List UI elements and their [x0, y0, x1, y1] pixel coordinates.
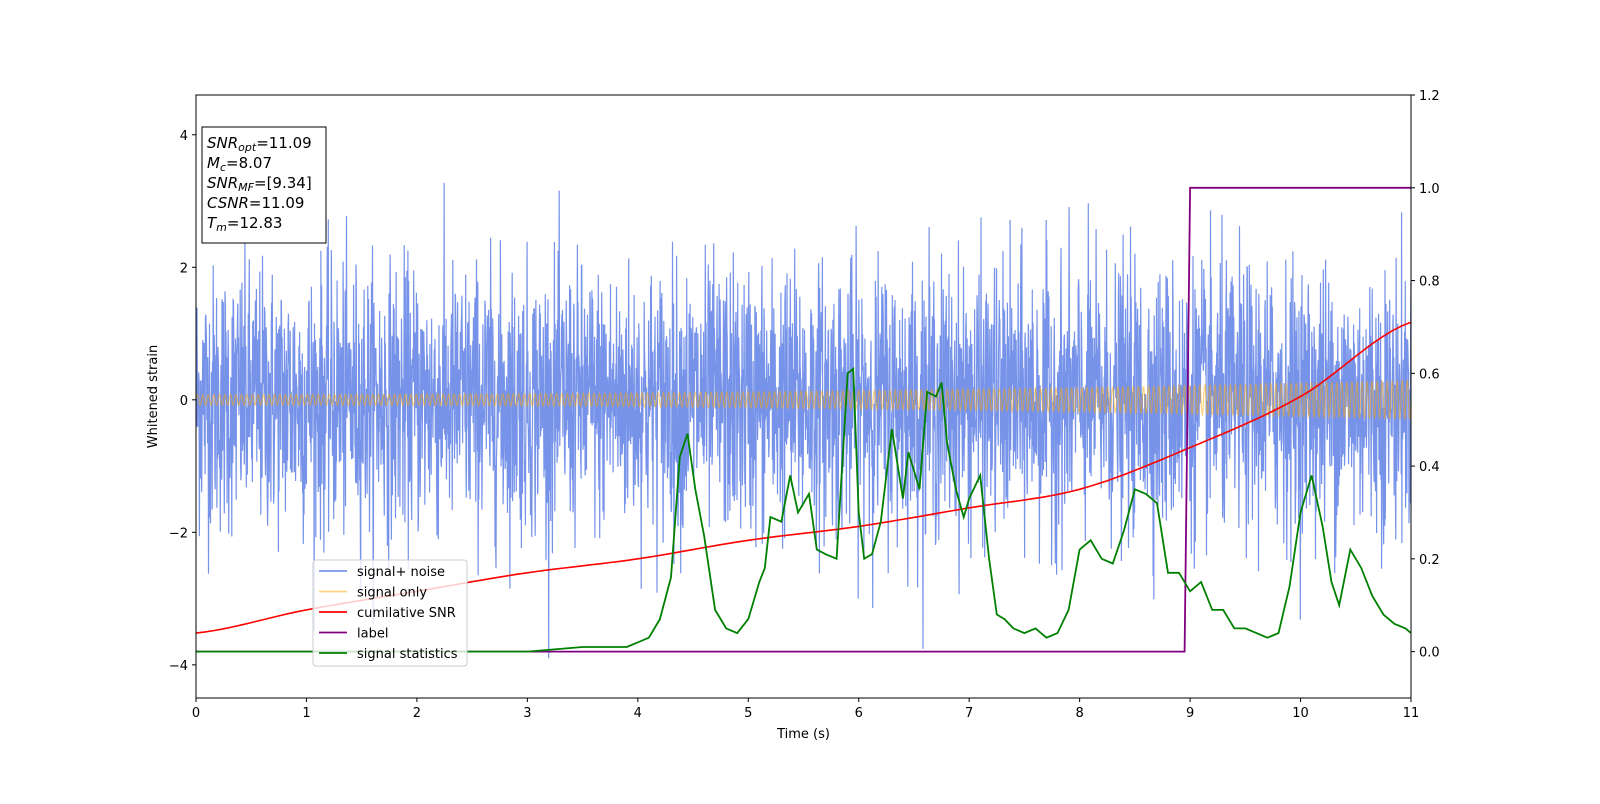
- y-left-tick-label: −2: [169, 526, 188, 541]
- x-tick-label: 0: [192, 706, 200, 721]
- plot-frame: [195, 94, 1412, 699]
- y-right-tick-label: 0.8: [1419, 275, 1440, 290]
- info-line: SNRMF=[9.34]: [207, 174, 312, 194]
- y-axis-title: Whitened strain: [146, 345, 161, 448]
- axes-ticks: 0 1 2 3 4 5 6 7 8 9 10 11 4 2 0 −2 −4 1.2 1.0 0.8 0.6 0.4 0.2 0…: [169, 89, 1440, 721]
- x-tick-label: 10: [1292, 706, 1309, 721]
- info-line: Mc=8.07: [207, 154, 272, 174]
- legend-label: label: [357, 627, 388, 642]
- signal-noise-line: [195, 182, 1412, 659]
- legend-label: cumilative SNR: [357, 606, 456, 621]
- x-tick-label: 5: [744, 706, 752, 721]
- x-tick-label: 4: [634, 706, 642, 721]
- info-line: SNRopt=11.09: [207, 134, 312, 154]
- y-left-tick-label: 2: [180, 261, 188, 276]
- info-box-frame: [201, 126, 327, 244]
- x-tick-label: 8: [1075, 706, 1083, 721]
- legend-label: signal only: [357, 586, 427, 601]
- signal-statistics-line: [196, 366, 1412, 653]
- y-right-tick-label: 0.6: [1419, 367, 1440, 382]
- y-right-tick-label: 1.2: [1419, 89, 1440, 104]
- y-right-tick-label: 1.0: [1419, 182, 1440, 197]
- x-tick-label: 1: [302, 706, 310, 721]
- legend-label: signal statistics: [357, 647, 458, 662]
- series-signal-noise: [195, 182, 1412, 659]
- x-tick-label: 3: [523, 706, 531, 721]
- series-signal-statistics: [196, 366, 1412, 653]
- legend-label: signal+ noise: [357, 565, 445, 580]
- x-tick-label: 2: [413, 706, 421, 721]
- x-tick-label: 6: [855, 706, 863, 721]
- y-right-tick-label: 0.2: [1419, 553, 1440, 568]
- y-left-tick-label: 0: [180, 394, 188, 409]
- y-right-tick-label: 0.0: [1419, 646, 1440, 661]
- signal-only-line: [195, 378, 1412, 421]
- x-tick-label: 9: [1186, 706, 1194, 721]
- series-label: [196, 186, 1411, 653]
- info-line: CSNR=11.09: [207, 194, 304, 212]
- label-line: [196, 186, 1411, 653]
- x-axis-title: Time (s): [776, 727, 830, 742]
- y-right-tick-label: 0.4: [1419, 460, 1440, 475]
- x-tick-label: 7: [965, 706, 973, 721]
- series-signal-only: [195, 378, 1412, 421]
- info-line: Tm=12.83: [207, 214, 282, 234]
- axes-frame: [195, 94, 1412, 699]
- y-left-tick-label: −4: [169, 659, 188, 674]
- x-tick-label: 11: [1403, 706, 1420, 721]
- y-left-tick-label: 4: [180, 129, 188, 144]
- legend: signal+ noise signal only cumilative SNR la…: [312, 559, 468, 667]
- legend-frame: [312, 559, 468, 667]
- info-annotation-box: SNRopt=11.09Mc=8.07SNRMF=[9.34]CSNR=11.0…: [201, 126, 327, 244]
